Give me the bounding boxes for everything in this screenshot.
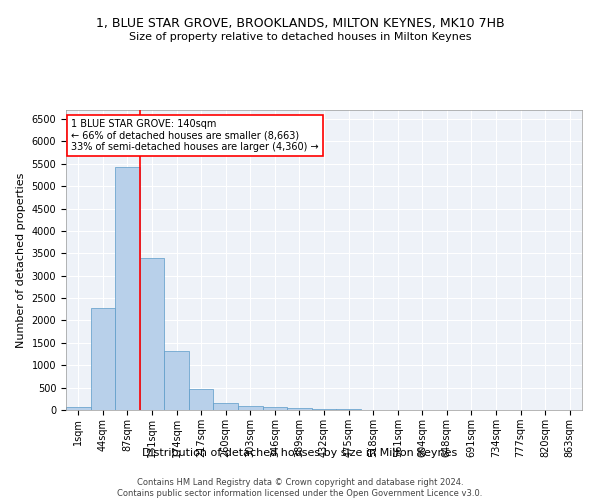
Bar xyxy=(66,407,91,410)
Text: Contains HM Land Registry data © Crown copyright and database right 2024.
Contai: Contains HM Land Registry data © Crown c… xyxy=(118,478,482,498)
Bar xyxy=(238,406,263,410)
Bar xyxy=(115,167,140,410)
Bar xyxy=(312,409,336,410)
Bar xyxy=(214,403,238,410)
Bar xyxy=(140,258,164,410)
Text: Distribution of detached houses by size in Milton Keynes: Distribution of detached houses by size … xyxy=(142,448,458,458)
Bar xyxy=(91,308,115,410)
Bar xyxy=(287,408,312,410)
Text: 1, BLUE STAR GROVE, BROOKLANDS, MILTON KEYNES, MK10 7HB: 1, BLUE STAR GROVE, BROOKLANDS, MILTON K… xyxy=(95,18,505,30)
Y-axis label: Number of detached properties: Number of detached properties xyxy=(16,172,26,348)
Bar xyxy=(189,388,214,410)
Bar xyxy=(164,352,189,410)
Text: 1 BLUE STAR GROVE: 140sqm
← 66% of detached houses are smaller (8,663)
33% of se: 1 BLUE STAR GROVE: 140sqm ← 66% of detac… xyxy=(71,119,319,152)
Text: Size of property relative to detached houses in Milton Keynes: Size of property relative to detached ho… xyxy=(129,32,471,42)
Bar xyxy=(263,408,287,410)
